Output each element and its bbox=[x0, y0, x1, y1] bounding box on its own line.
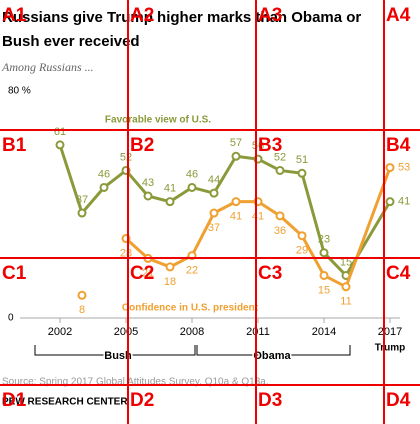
data-label: 37 bbox=[208, 222, 220, 234]
era-label: Bush bbox=[104, 350, 132, 362]
overlay-label: A3 bbox=[258, 5, 282, 26]
bracket bbox=[196, 345, 351, 356]
point bbox=[231, 151, 241, 161]
point bbox=[209, 208, 219, 218]
data-label: 41 bbox=[398, 196, 410, 208]
overlay-label: C2 bbox=[130, 263, 154, 284]
overlay-label: A4 bbox=[386, 5, 411, 26]
data-label: 22 bbox=[186, 264, 198, 276]
point bbox=[319, 270, 329, 280]
point bbox=[385, 197, 395, 207]
point bbox=[165, 262, 175, 272]
data-label: 11 bbox=[340, 296, 351, 308]
credit: PEW RESEARCH CENTER bbox=[2, 397, 128, 408]
overlay-label: C4 bbox=[386, 263, 411, 284]
data-label: 43 bbox=[142, 177, 154, 189]
data-label: 51 bbox=[296, 154, 308, 166]
data-label: 52 bbox=[120, 151, 132, 163]
chart-title: Russians give Trump higher marks than Ob… bbox=[2, 9, 361, 26]
point bbox=[99, 182, 109, 192]
chart-subtitle: Among Russians ... bbox=[1, 60, 94, 74]
overlay-label: A2 bbox=[130, 5, 154, 26]
data-label: 36 bbox=[274, 225, 286, 237]
data-label: 18 bbox=[164, 276, 176, 288]
point bbox=[165, 197, 175, 207]
data-label: 56 bbox=[252, 140, 264, 152]
point bbox=[297, 168, 307, 178]
data-label: 57 bbox=[230, 137, 242, 149]
era-label: Obama bbox=[253, 350, 291, 362]
chart-title: Bush ever received bbox=[2, 33, 140, 50]
point bbox=[319, 248, 329, 258]
point bbox=[77, 208, 87, 218]
data-label: 15 bbox=[340, 256, 352, 268]
point bbox=[275, 211, 285, 221]
overlay-label: B4 bbox=[386, 135, 411, 156]
overlay-label: C3 bbox=[258, 263, 282, 284]
overlay-label: D3 bbox=[258, 390, 282, 411]
data-label: 44 bbox=[208, 174, 220, 186]
source: Source: Spring 2017 Global Attitudes Sur… bbox=[2, 377, 269, 388]
data-label: 61 bbox=[54, 126, 66, 138]
x-tick-label: 2005 bbox=[114, 326, 138, 338]
data-label: 41 bbox=[252, 211, 264, 223]
data-label: 23 bbox=[318, 234, 330, 246]
point bbox=[55, 140, 65, 150]
data-label: 8 bbox=[79, 304, 85, 316]
x-tick-label: 2014 bbox=[312, 326, 336, 338]
data-label: 21 bbox=[142, 267, 154, 279]
point bbox=[143, 191, 153, 201]
overlay-label: B1 bbox=[2, 135, 27, 156]
data-label: 29 bbox=[296, 245, 308, 257]
overlay-label: B2 bbox=[130, 135, 154, 156]
point bbox=[275, 165, 285, 175]
point bbox=[341, 282, 351, 292]
point bbox=[385, 163, 395, 173]
overlay-label: D4 bbox=[386, 390, 411, 411]
series-label: Favorable view of U.S. bbox=[105, 115, 211, 126]
data-label: 28 bbox=[120, 247, 132, 259]
data-label: 53 bbox=[398, 162, 410, 174]
data-label: 41 bbox=[164, 183, 176, 195]
x-tick-label: 2008 bbox=[180, 326, 204, 338]
point bbox=[231, 197, 241, 207]
era-brackets bbox=[34, 345, 351, 356]
data-label: 15 bbox=[318, 284, 330, 296]
data-label: 52 bbox=[274, 151, 286, 163]
overlay-label: D1 bbox=[2, 390, 27, 411]
point bbox=[209, 188, 219, 198]
x-tick-label: 2002 bbox=[48, 326, 72, 338]
bracket bbox=[34, 345, 196, 356]
data-label: 46 bbox=[98, 168, 110, 180]
point bbox=[77, 290, 87, 300]
x-tick-label: 2017 bbox=[378, 326, 402, 338]
era-label: Trump bbox=[375, 343, 406, 354]
overlay-label: C1 bbox=[2, 263, 27, 284]
data-label: 41 bbox=[230, 211, 242, 223]
point bbox=[187, 182, 197, 192]
y-tick-label: 0 bbox=[8, 313, 14, 324]
x-tick-label: 2011 bbox=[246, 326, 270, 338]
overlay-label: A1 bbox=[2, 5, 27, 26]
overlay-label: B3 bbox=[258, 135, 282, 156]
overlay-label: D2 bbox=[130, 390, 154, 411]
data-label: 46 bbox=[186, 168, 198, 180]
data-label: 37 bbox=[76, 194, 88, 206]
point bbox=[297, 231, 307, 241]
series-label: Confidence in U.S. president bbox=[122, 303, 259, 314]
y-tick-label: 80 % bbox=[8, 86, 31, 97]
